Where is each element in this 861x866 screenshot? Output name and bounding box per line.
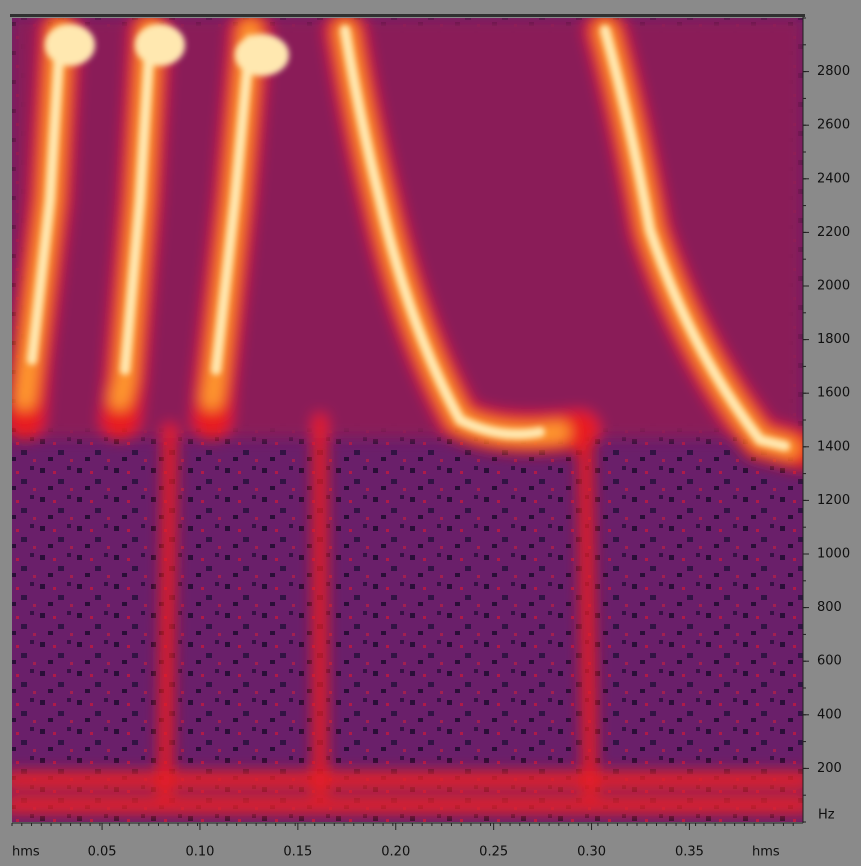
frame-border <box>10 14 805 17</box>
y-tick-label: 200 <box>817 761 842 776</box>
x-tick-label: 0.10 <box>185 845 214 860</box>
y-tick-label: 2200 <box>817 225 850 240</box>
y-tick-label: 1600 <box>817 386 850 401</box>
y-tick-label: 1000 <box>817 547 850 562</box>
x-tick-label: 0.20 <box>381 845 410 860</box>
y-tick-label: 1800 <box>817 332 850 347</box>
y-tick-label: 2800 <box>817 64 850 79</box>
x-tick-label: 0.30 <box>577 845 606 860</box>
y-tick-label: 2600 <box>817 118 850 133</box>
y-tick-label: 800 <box>817 600 842 615</box>
x-unit-label: hms <box>12 845 40 860</box>
x-tick-label: 0.15 <box>283 845 312 860</box>
y-unit-label: Hz <box>818 808 835 823</box>
spectrogram <box>12 18 803 822</box>
x-axis-panel <box>0 823 803 866</box>
y-axis-panel <box>803 17 861 823</box>
y-tick-label: 1200 <box>817 493 850 508</box>
x-tick-label: 0.05 <box>88 845 117 860</box>
y-tick-label: 600 <box>817 654 842 669</box>
x-tick-label: 0.35 <box>675 845 704 860</box>
x-unit-label: hms <box>752 845 780 860</box>
x-tick-label: 0.25 <box>479 845 508 860</box>
y-tick-label: 1400 <box>817 439 850 454</box>
y-tick-label: 400 <box>817 707 842 722</box>
y-tick-label: 2000 <box>817 279 850 294</box>
y-tick-label: 2400 <box>817 171 850 186</box>
